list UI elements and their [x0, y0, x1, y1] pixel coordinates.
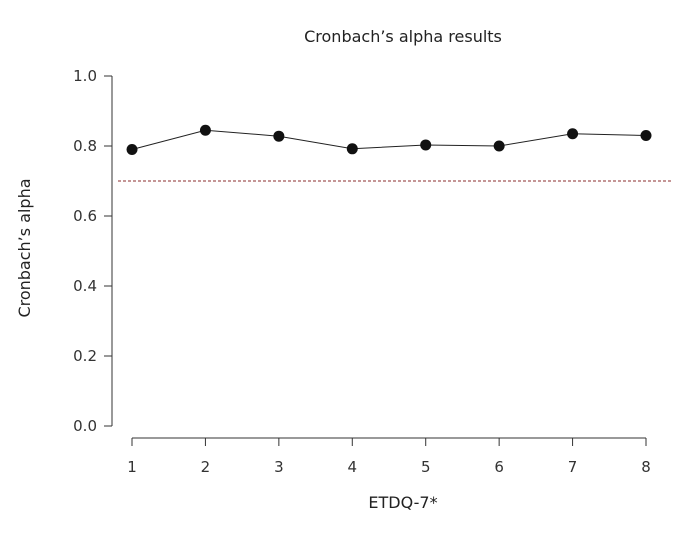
data-point — [493, 140, 505, 152]
x-tick-label: 2 — [201, 458, 211, 476]
x-ticks: 1 2 3 4 5 6 7 8 — [127, 438, 651, 476]
series-line — [131, 129, 647, 150]
y-tick-label: 1.0 — [73, 67, 97, 85]
y-axis-label: Cronbach’s alpha — [15, 178, 34, 317]
data-point — [346, 143, 358, 155]
data-point — [640, 130, 652, 141]
x-tick-label: 7 — [568, 458, 578, 476]
y-tick-label: 0.6 — [73, 207, 97, 225]
data-point — [567, 128, 579, 140]
x-tick-label: 8 — [641, 458, 651, 476]
data-point — [420, 139, 432, 151]
data-point — [199, 124, 211, 136]
x-tick-label: 6 — [494, 458, 504, 476]
chart-title: Cronbach’s alpha results — [304, 27, 502, 46]
x-tick-label: 4 — [348, 458, 358, 476]
y-tick-label: 0.8 — [73, 137, 97, 155]
data-point — [273, 130, 285, 142]
data-point — [126, 144, 138, 155]
y-tick-label: 0.2 — [73, 347, 97, 365]
x-tick-label: 1 — [127, 458, 137, 476]
x-tick-label: 3 — [274, 458, 284, 476]
data-points — [126, 124, 652, 155]
y-ticks: 0.0 0.2 0.4 0.6 0.8 1.0 — [73, 67, 112, 435]
y-tick-label: 0.4 — [73, 277, 97, 295]
x-tick-label: 5 — [421, 458, 431, 476]
x-axis-label: ETDQ-7* — [368, 493, 437, 512]
y-tick-label: 0.0 — [73, 417, 97, 435]
